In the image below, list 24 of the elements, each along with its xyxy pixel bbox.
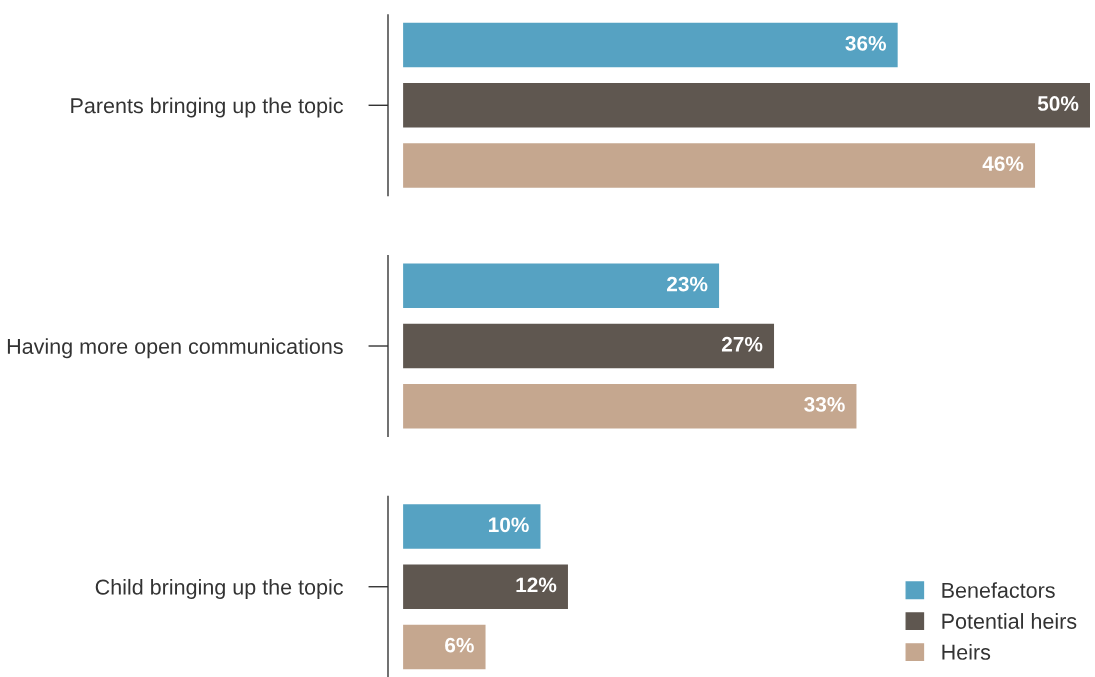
data-label: 36% [845,35,887,51]
data-label: 46% [982,156,1024,172]
bar [403,504,541,549]
data-label: 23% [667,276,708,292]
data-label: 50% [1037,96,1079,111]
bar [403,83,1090,128]
data-label: 10% [488,517,529,533]
bar [403,143,1036,188]
y-tick-label: Child bringing up the topic [95,578,343,599]
bar [403,624,486,670]
y-tick-label: Parents bringing up the topic [71,97,344,118]
legend-label: Potential heirs [942,613,1077,629]
legend-label: Heirs [942,644,991,660]
y-tick-label: Having more open communications [7,338,343,359]
data-label: 6% [445,637,474,653]
data-label: 33% [804,397,845,412]
legend-label: Benefactors [942,582,1055,598]
data-label: 27% [721,336,763,352]
bar [403,22,898,68]
bar [403,383,857,429]
bar [403,323,775,369]
bar [403,263,720,309]
data-label: 12% [516,577,557,593]
bar [403,564,568,609]
